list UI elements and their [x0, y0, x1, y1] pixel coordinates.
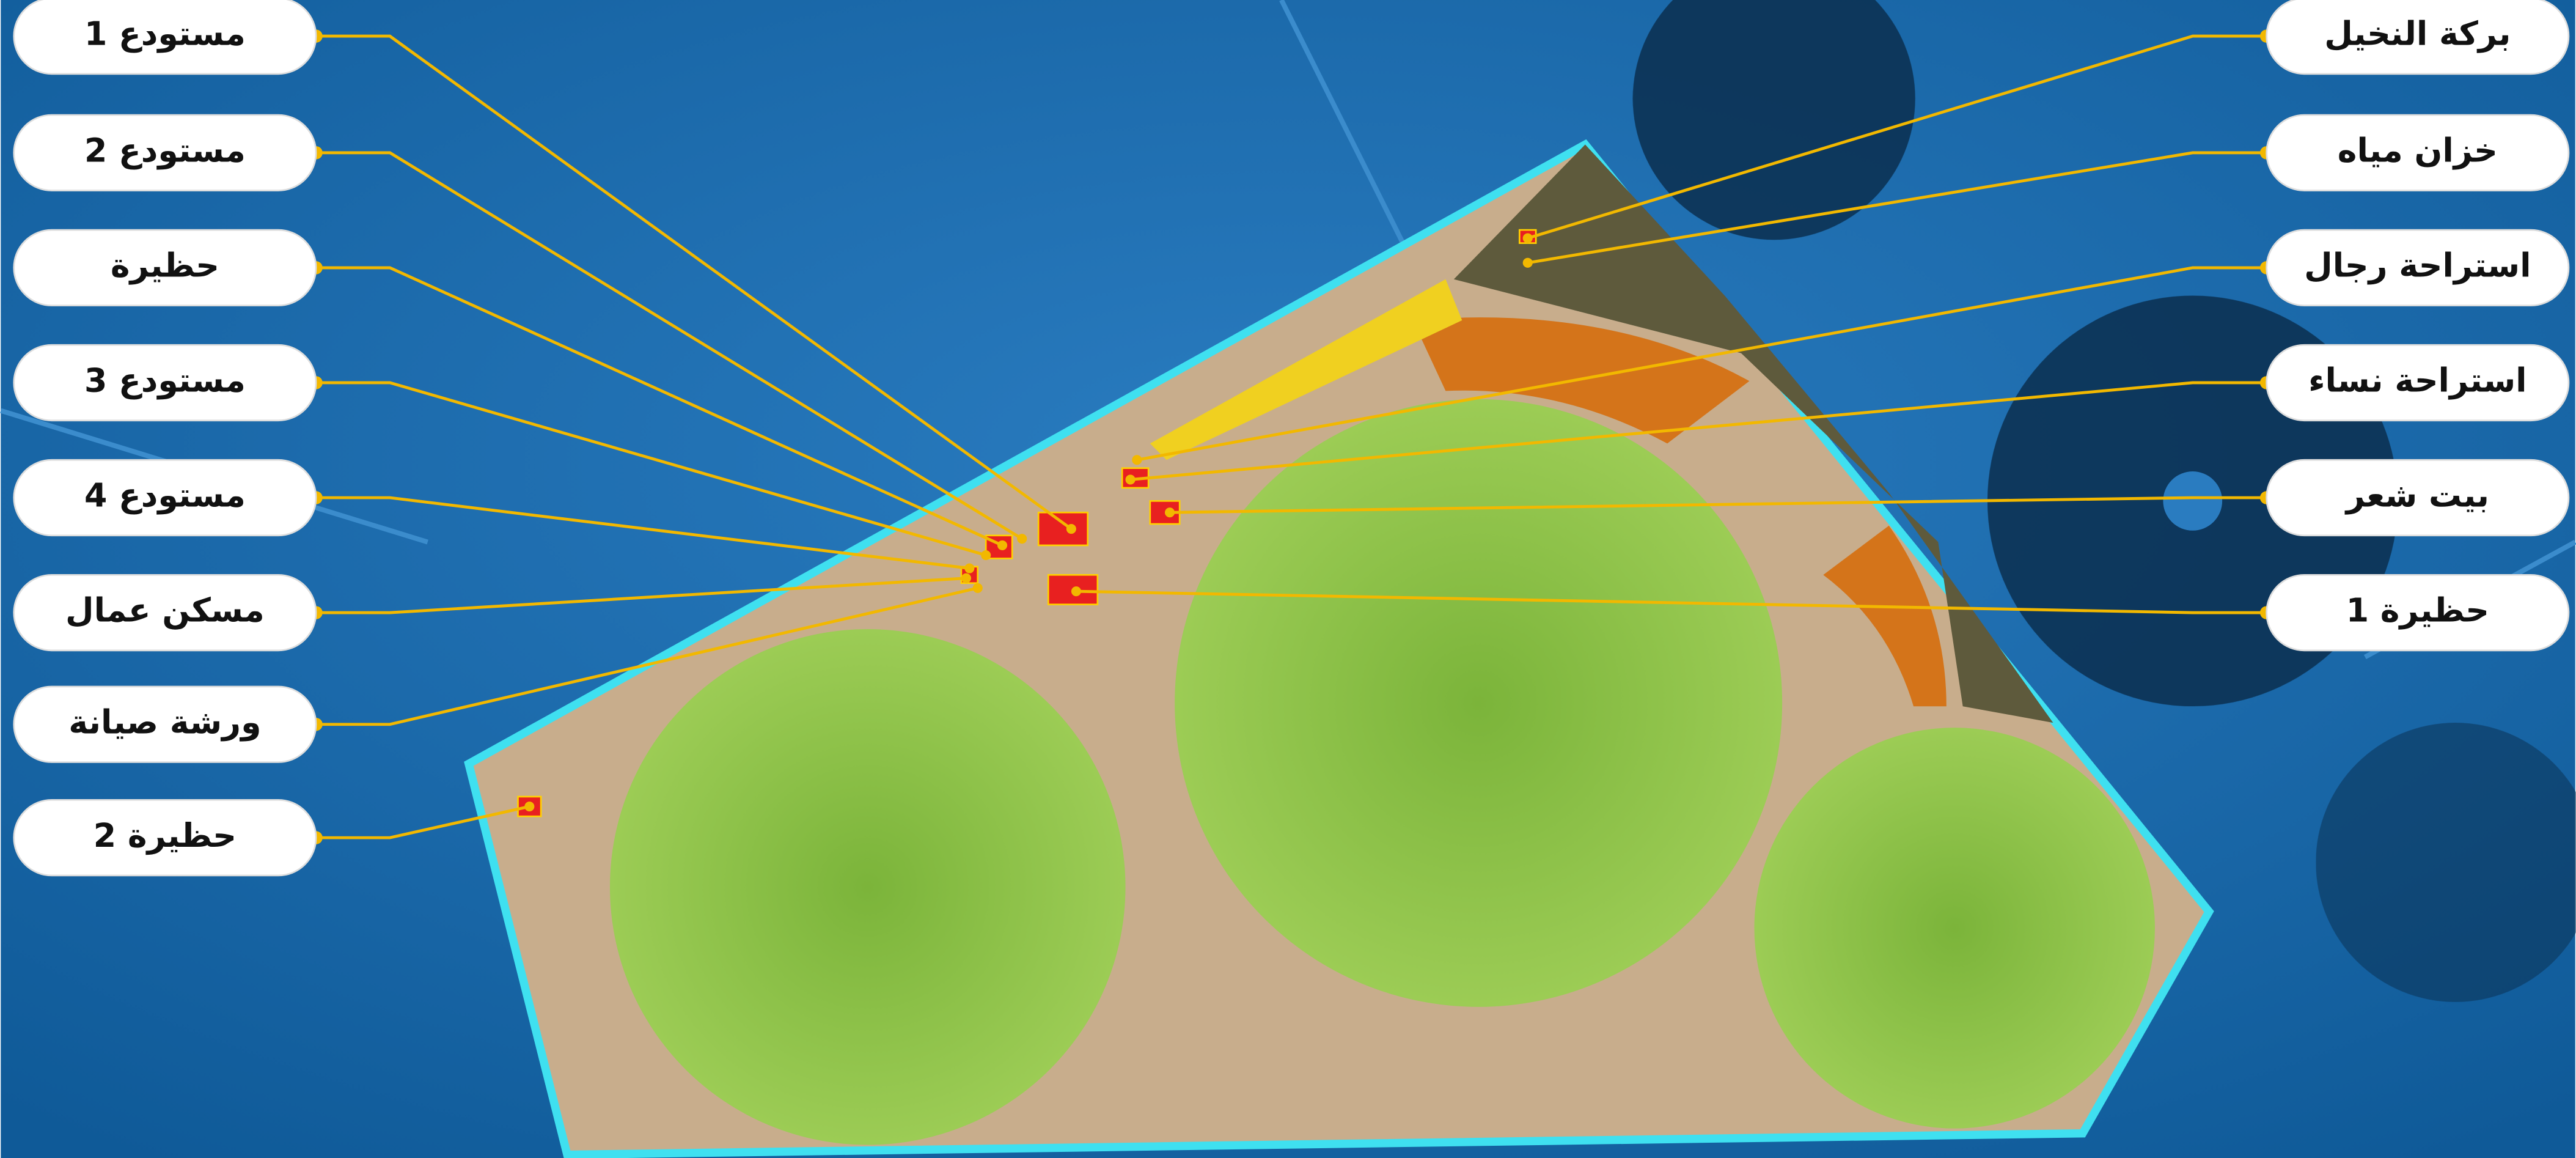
label-pill — [2266, 0, 2570, 75]
label-text: حظيرة 1 — [2346, 591, 2489, 630]
target-dot — [972, 583, 983, 593]
target-dot — [961, 573, 972, 583]
target-dot — [981, 550, 991, 561]
leader-line — [316, 151, 1023, 540]
label-pill — [2266, 344, 2570, 422]
target-dot — [1125, 474, 1136, 485]
target-dot — [1066, 524, 1076, 534]
target-dot — [964, 563, 975, 573]
leader-line — [316, 586, 978, 726]
yellow-strip — [1150, 279, 1462, 460]
target-dot — [1071, 586, 1081, 597]
target-dot — [1132, 455, 1142, 465]
label-text: مستودع 4 — [84, 476, 246, 515]
label-text: حظيرة — [111, 246, 219, 285]
label-pill — [13, 0, 317, 75]
leader-line — [316, 34, 1073, 531]
label-text: بركة النخيل — [2324, 15, 2511, 53]
label-text: مسكن عمال — [65, 591, 265, 630]
label-pill — [13, 573, 317, 652]
label-text: مستودع 1 — [84, 15, 246, 53]
label-text: استراحة نساء — [2308, 361, 2526, 400]
leader-line — [1076, 589, 2267, 614]
target-dot — [524, 802, 535, 812]
label-text: مستودع 2 — [84, 131, 246, 169]
leader-line — [1170, 496, 2267, 514]
label-pill — [2266, 459, 2570, 537]
label-text: حظيرة 2 — [94, 816, 237, 855]
leader-line — [316, 266, 1004, 547]
target-dot — [1522, 257, 1533, 268]
label-text: استراحة رجال — [2304, 246, 2531, 285]
target-dot — [1017, 534, 1027, 544]
label-pill — [13, 798, 317, 877]
leader-line — [316, 805, 530, 839]
label-pill — [13, 114, 317, 191]
label-pill — [13, 459, 317, 537]
orange-orchard — [1823, 525, 1947, 707]
leader-line — [316, 381, 986, 557]
label-pill — [13, 229, 317, 307]
label-pill — [13, 685, 317, 763]
pivot-center — [2163, 471, 2223, 531]
leader-line — [316, 496, 970, 570]
label-text: بيت شعر — [2344, 476, 2489, 515]
pivot-fields — [609, 399, 2155, 1145]
label-text: مستودع 3 — [84, 361, 246, 400]
leader-line — [1527, 151, 2267, 265]
target-dot — [997, 540, 1008, 550]
leader-line — [316, 577, 967, 614]
label-text: ورشة صيانة — [68, 703, 261, 741]
leader-line — [1130, 381, 2267, 481]
labels: مستودع 1 مستودع 2 حظيرة مستودع 3 مستودع 4 مسك… — [13, 0, 2570, 877]
label-text: خزان مياه — [2338, 131, 2498, 169]
palm-grove — [1453, 144, 2053, 723]
label-pill — [13, 344, 317, 422]
leader-line — [1527, 34, 2267, 240]
label-pill — [2266, 573, 2570, 652]
target-dot — [1165, 507, 1175, 518]
label-pill — [2266, 114, 2570, 191]
leader-line — [1136, 266, 2267, 462]
target-dot — [1522, 233, 1533, 243]
label-pill — [2266, 229, 2570, 307]
